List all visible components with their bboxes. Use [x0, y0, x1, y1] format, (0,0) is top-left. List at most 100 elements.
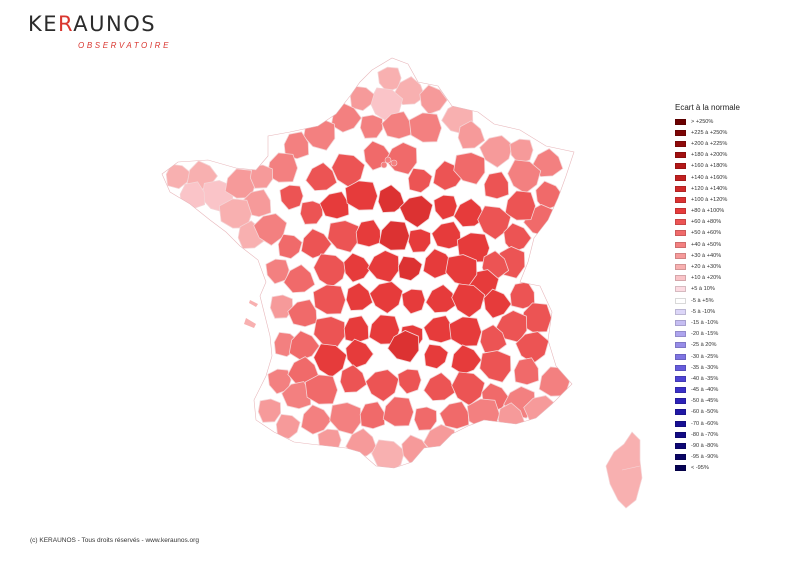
legend-title: Ecart à la normale [675, 103, 740, 112]
legend-item: -30 à -25% [675, 351, 740, 362]
legend-item: +5 à 10% [675, 284, 740, 295]
department-area [283, 264, 316, 294]
department-area [457, 120, 486, 149]
legend-label: -15 à -10% [691, 319, 719, 326]
department-area [408, 112, 442, 143]
department-area [397, 368, 422, 395]
legend-label: -50 à -45% [691, 398, 719, 405]
department-area [288, 330, 320, 361]
legend-swatch [675, 431, 686, 438]
department-area [483, 171, 510, 200]
department-area [312, 284, 346, 315]
department-area [344, 180, 378, 211]
department-area [369, 281, 404, 314]
department-area [453, 152, 486, 185]
copyright-text: (c) KERAUNOS - Tous droits réservés - ww… [30, 537, 199, 544]
legend-item: +80 à +100% [675, 206, 740, 217]
department-area [407, 167, 433, 194]
legend-label: +225 à +250% [691, 129, 728, 136]
legend-item: +20 à +30% [675, 261, 740, 272]
department-area [304, 374, 338, 405]
department-area [425, 284, 458, 314]
legend-item: +200 à +225% [675, 138, 740, 149]
legend-item: -40 à -35% [675, 373, 740, 384]
logo-wordmark: KERAUNOS [28, 12, 157, 36]
legend-item: +10 à +20% [675, 273, 740, 284]
paris-department [384, 156, 392, 164]
legend-swatch [675, 364, 686, 371]
department-area [509, 281, 536, 310]
department-area [453, 198, 486, 228]
legend-label: -25 à 20% [691, 342, 717, 349]
legend-label: +160 à +180% [691, 163, 728, 170]
department-area [327, 220, 360, 253]
legend: Ecart à la normale > +250% +225 à +250% +2… [675, 103, 740, 474]
legend-label: -90 à -80% [691, 443, 719, 450]
legend-swatch [675, 353, 686, 360]
department-area [249, 164, 274, 189]
legend-swatch [675, 387, 686, 394]
legend-swatch [675, 163, 686, 170]
legend-label: +20 à +30% [691, 264, 722, 271]
legend-item: -20 à -15% [675, 329, 740, 340]
logo-subtitle: OBSERVATOIRE [78, 41, 172, 50]
department-area [423, 372, 456, 402]
department-area [450, 344, 482, 375]
legend-swatch [675, 230, 686, 237]
legend-item: +40 à +50% [675, 239, 740, 250]
legend-swatch [675, 241, 686, 248]
legend-label: +80 à +100% [691, 208, 725, 215]
department-area [538, 366, 570, 397]
keraunos-logo: KERAUNOS OBSERVATOIRE [28, 12, 168, 50]
legend-label: -35 à -30% [691, 364, 719, 371]
department-area [377, 184, 406, 213]
legend-swatch [675, 420, 686, 427]
legend-swatch [675, 319, 686, 326]
department-area [329, 402, 362, 435]
legend-swatch [675, 342, 686, 349]
legend-label: -40 à -35% [691, 375, 719, 382]
legend-label: -70 à -60% [691, 420, 719, 427]
legend-label: +5 à 10% [691, 286, 715, 293]
department-area [387, 330, 420, 363]
department-area [439, 401, 470, 430]
legend-swatch [675, 185, 686, 192]
legend-swatch [675, 375, 686, 382]
legend-item: -15 à -10% [675, 317, 740, 328]
legend-swatch [675, 208, 686, 215]
department-area [349, 85, 375, 112]
department-area [279, 184, 304, 211]
legend-swatch [675, 409, 686, 416]
department-area [299, 200, 324, 225]
legend-item: +180 à +200% [675, 150, 740, 161]
department-area [305, 162, 338, 192]
legend-item: -5 à +5% [675, 295, 740, 306]
legend-swatch [675, 308, 686, 315]
legend-swatch [675, 286, 686, 293]
legend-item: -50 à -45% [675, 396, 740, 407]
legend-label: +40 à +50% [691, 241, 722, 248]
legend-item: +50 à +60% [675, 228, 740, 239]
department-area [283, 131, 310, 160]
legend-swatch [675, 264, 686, 271]
legend-item: -90 à -80% [675, 440, 740, 451]
department-area [265, 258, 290, 285]
paris-department [380, 161, 388, 169]
department-area [371, 439, 406, 468]
legend-swatch [675, 297, 686, 304]
department-area [300, 404, 332, 435]
department-area [343, 252, 372, 283]
legend-item: +60 à +80% [675, 217, 740, 228]
department-area [431, 221, 462, 250]
department-area [399, 195, 434, 228]
legend-item: -25 à 20% [675, 340, 740, 351]
department-area [513, 357, 540, 386]
department-area [385, 142, 418, 175]
legend-label: -5 à +5% [691, 297, 714, 304]
legend-label: -45 à -40% [691, 387, 719, 394]
department-area [331, 153, 366, 188]
legend-item: +140 à +160% [675, 172, 740, 183]
legend-item: -80 à -70% [675, 429, 740, 440]
legend-label: -20 à -15% [691, 331, 719, 338]
department-area [313, 316, 346, 349]
